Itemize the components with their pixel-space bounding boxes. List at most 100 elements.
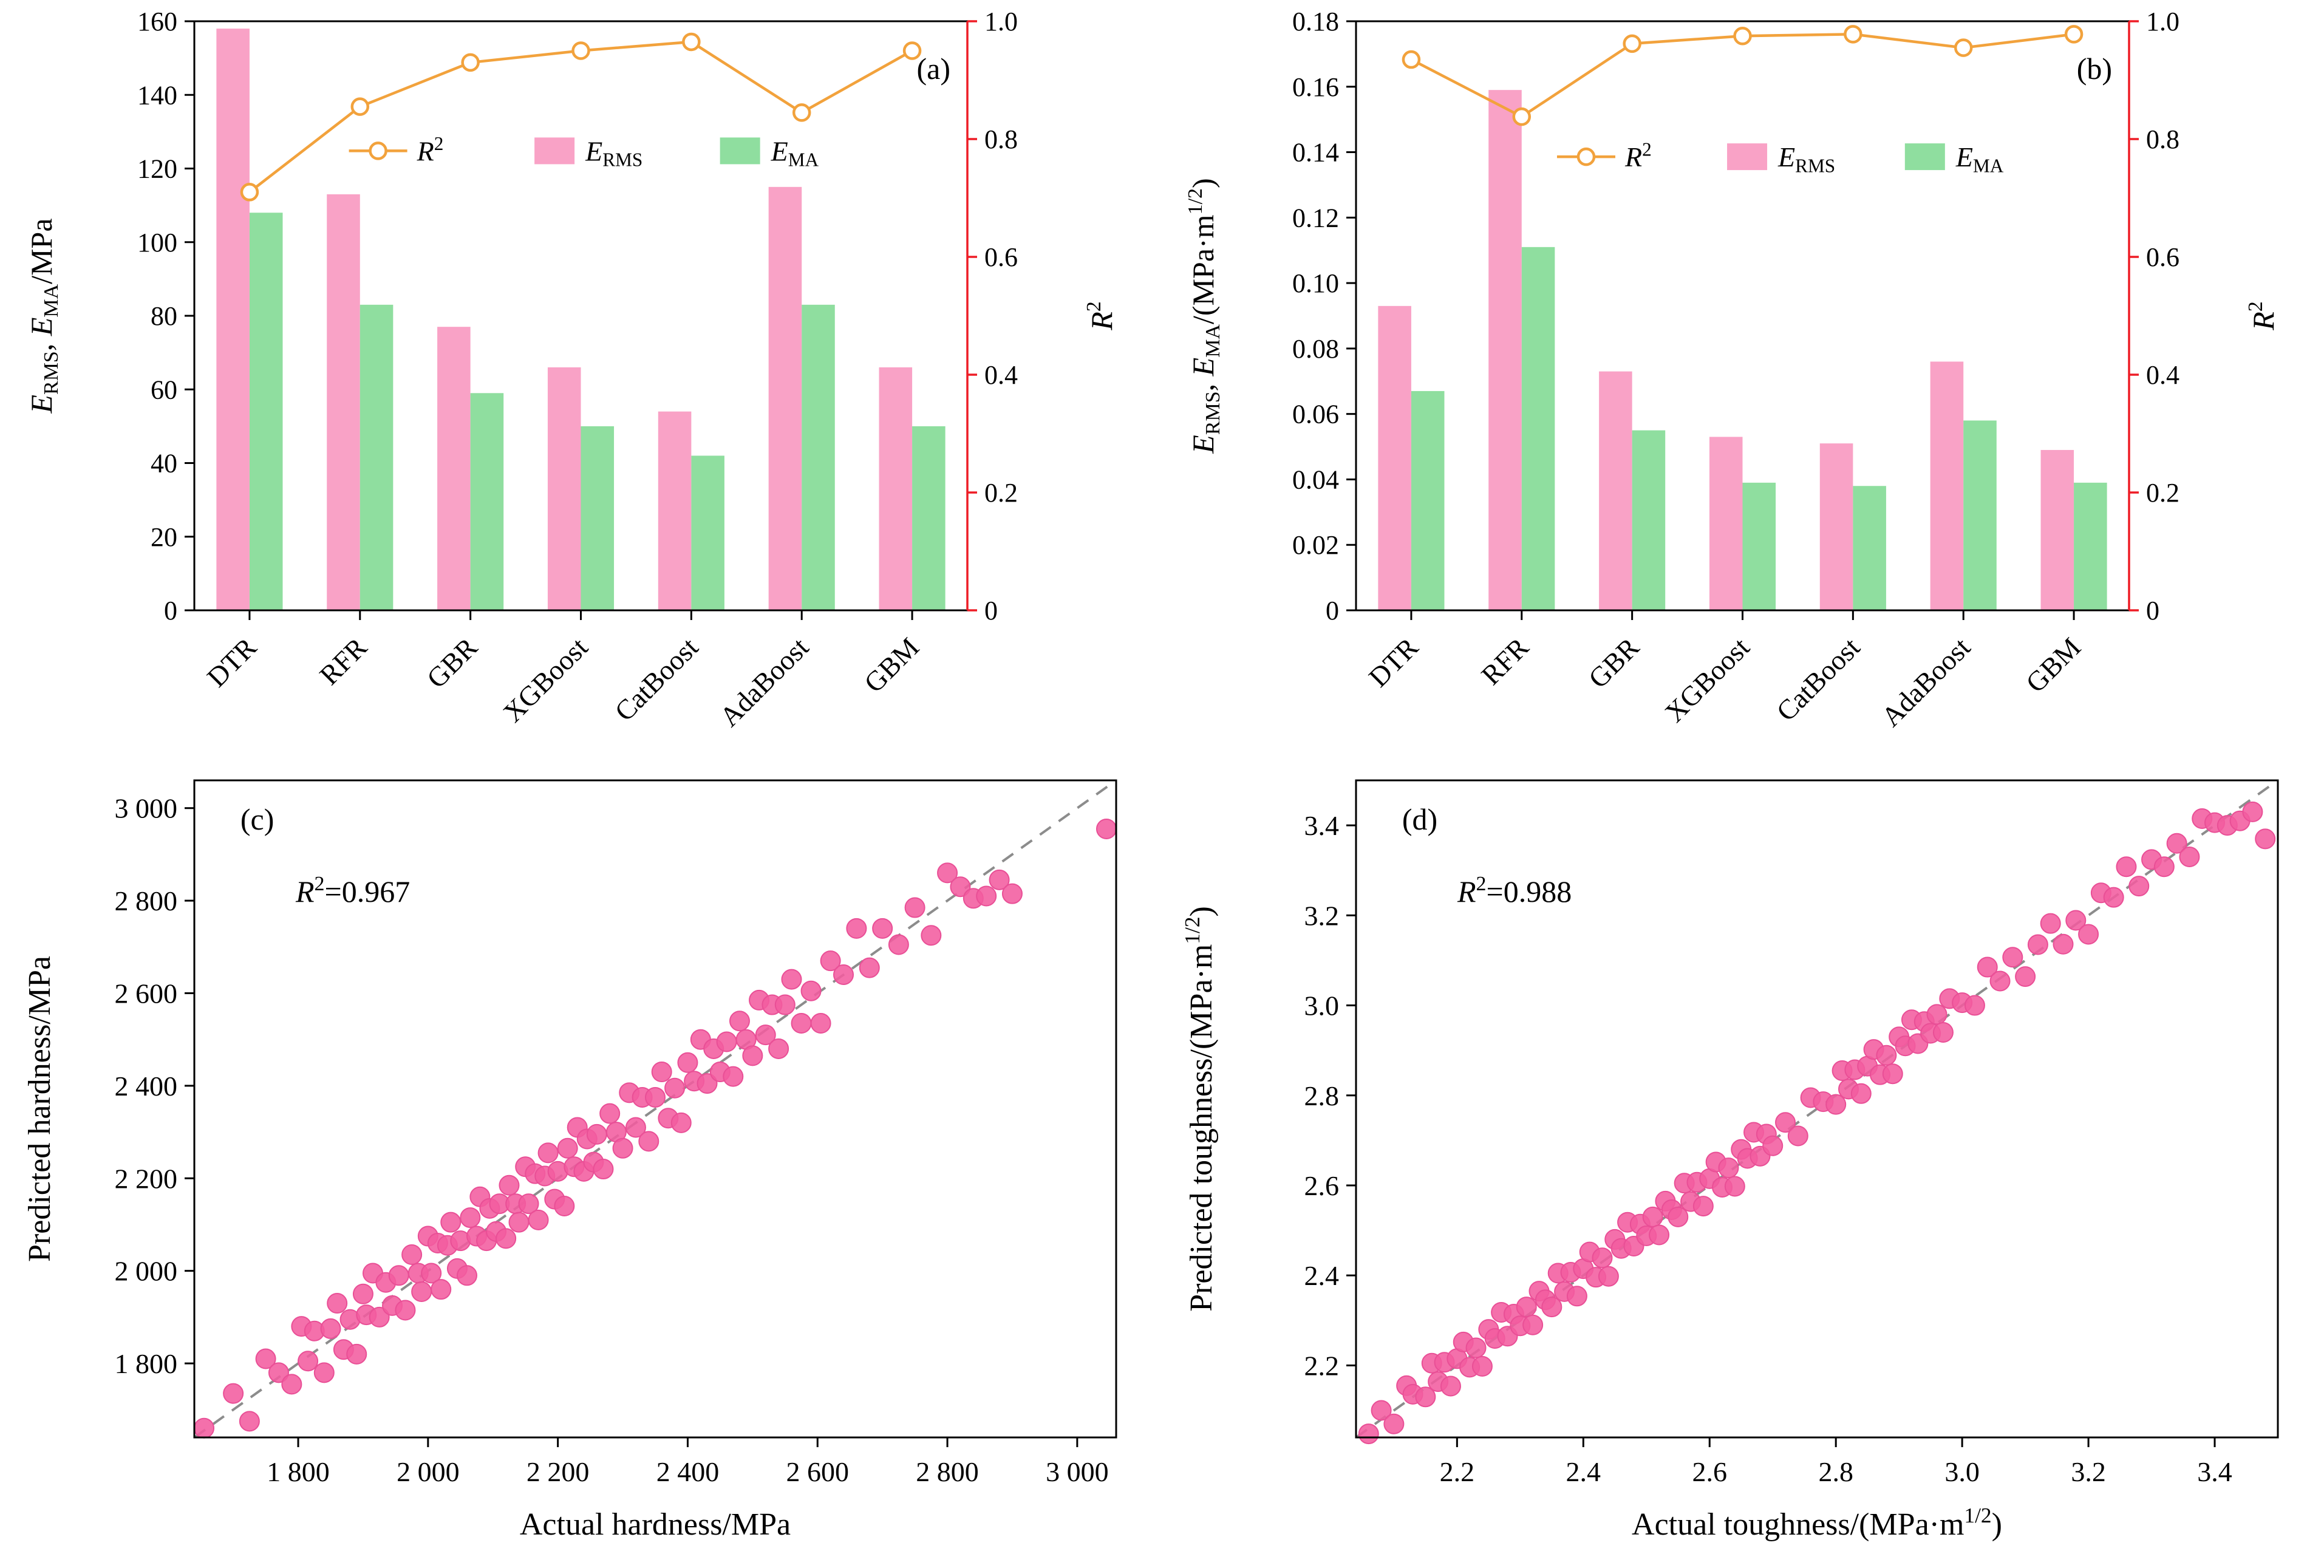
r2-annotation: R2=0.967 xyxy=(295,873,410,908)
y2-tick-label: 0.2 xyxy=(2146,478,2179,508)
legend: R2 ERMS EMA xyxy=(349,133,819,171)
panel-a-error-bar-chart: 0 20 40 60 80 100 120 140 160 0 0.2 0.4 0.6 0.8 1.0 DTR… xyxy=(0,0,1162,753)
y-tick-label: 0.12 xyxy=(1292,203,1339,233)
legend-swatch-ma xyxy=(1904,143,1945,171)
legend-r2-marker xyxy=(369,141,387,160)
r2-marker xyxy=(240,183,259,202)
y2-axis-title: R2 xyxy=(2244,301,2280,331)
y2-tick-label: 1.0 xyxy=(2146,7,2179,36)
y2-tick-label: 0.8 xyxy=(2146,124,2179,154)
x-tick-label: 3.2 xyxy=(2071,1456,2106,1487)
x-axis-title: Actual hardness/MPa xyxy=(520,1507,791,1542)
y2-tick-label: 0 xyxy=(984,596,998,625)
x-tick-label: 2 000 xyxy=(397,1456,460,1487)
x-axis-title: Actual toughness/(MPa·m1/2) xyxy=(1632,1503,2002,1542)
r2-marker xyxy=(902,41,922,60)
y-tick-label: 2.6 xyxy=(1304,1170,1340,1201)
bar xyxy=(2074,482,2107,610)
panel-label: (b) xyxy=(2077,52,2112,86)
r2-marker xyxy=(571,41,590,60)
bar xyxy=(581,426,615,610)
bar xyxy=(360,304,394,610)
y-tick-label: 0.02 xyxy=(1292,530,1339,560)
y-tick-label: 2 200 xyxy=(115,1163,178,1194)
y-tick-label: 3.2 xyxy=(1304,900,1340,931)
category-label: RFR xyxy=(313,632,373,691)
y-tick-label: 100 xyxy=(137,228,177,257)
category-label: CatBoost xyxy=(608,632,704,727)
y-tick-label: 0.06 xyxy=(1292,400,1339,429)
bar xyxy=(658,411,692,610)
r2-marker xyxy=(350,97,370,116)
r2-marker xyxy=(461,53,480,72)
category-label: XGBoost xyxy=(497,632,594,728)
panel-c-hardness-scatter: 1 800 2 000 2 200 2 400 2 600 2 800 3 000 1 800… xyxy=(0,753,1162,1568)
y-tick-label: 2.4 xyxy=(1304,1260,1340,1291)
bar xyxy=(1488,90,1522,610)
scatter-chart-d: 2.2 2.4 2.6 2.8 3.0 3.2 3.4 2.2 2.4 2.6 2.8 3.0 3.2 3… xyxy=(1180,779,2279,1542)
y-axis-title: ERMS, EMA/MPa xyxy=(24,218,63,414)
y2-tick-label: 0.6 xyxy=(2146,242,2179,272)
y-tick-label: 0.18 xyxy=(1292,7,1339,36)
bar xyxy=(1411,390,1445,610)
bar-series-rms xyxy=(1378,90,2074,610)
panel-label: (d) xyxy=(1402,802,1437,836)
scatter-chart-c: 1 800 2 000 2 200 2 400 2 600 2 800 3 000 1 800… xyxy=(22,779,1117,1542)
bar-line-chart-b: 0 0.02 0.04 0.06 0.08 0.10 0.12 0.14 0.16 0.18 0 0.… xyxy=(1184,7,2280,732)
bar xyxy=(2040,449,2074,610)
bar xyxy=(1709,437,1743,610)
bar xyxy=(768,186,802,610)
bar-series-ma xyxy=(1411,247,2107,610)
bar xyxy=(1521,247,1555,610)
category-label: CatBoost xyxy=(1770,632,1866,727)
y-tick-label: 3.0 xyxy=(1304,990,1340,1021)
category-label: AdaBoost xyxy=(714,632,814,732)
legend-label-rms: ERMS xyxy=(1777,141,1835,176)
bar xyxy=(249,213,283,610)
axes: 2.2 2.4 2.6 2.8 3.0 3.2 3.4 2.2 2.4 2.6 2.8 3.0 3.2 3… xyxy=(1304,779,2279,1487)
x-tick-label: 2.8 xyxy=(1818,1456,1853,1487)
r2-marker xyxy=(1623,34,1641,53)
y-tick-label: 2.8 xyxy=(1304,1080,1340,1111)
y2-tick-label: 0.4 xyxy=(2146,360,2179,390)
y-tick-label: 0.16 xyxy=(1292,72,1339,102)
axes: 1 800 2 000 2 200 2 400 2 600 2 800 3 000 1 800… xyxy=(115,779,1117,1487)
axes: 0 0.02 0.04 0.06 0.08 0.10 0.12 0.14 0.16 0.18 0 0.… xyxy=(1292,7,2179,732)
bar xyxy=(437,327,471,610)
bar xyxy=(691,455,724,610)
bar xyxy=(1632,430,1666,610)
y2-tick-label: 0.4 xyxy=(984,360,1018,390)
r2-marker xyxy=(1733,27,1752,46)
x-tick-label: 3.4 xyxy=(2197,1456,2232,1487)
x-tick-label: 1 800 xyxy=(267,1456,330,1487)
x-tick-label: 2 200 xyxy=(526,1456,590,1487)
x-tick-label: 2 600 xyxy=(786,1456,850,1487)
r2-marker xyxy=(682,32,701,52)
y-tick-label: 2 600 xyxy=(115,978,178,1009)
y-tick-label: 0 xyxy=(164,596,177,625)
y-tick-label: 160 xyxy=(137,7,177,36)
panel-label: (a) xyxy=(917,52,951,86)
legend-r2-marker xyxy=(1576,147,1596,166)
x-tick-label: 3 000 xyxy=(1046,1456,1109,1487)
legend-swatch-ma xyxy=(720,137,760,165)
panel-b-error-bar-chart: 0 0.02 0.04 0.06 0.08 0.10 0.12 0.14 0.16 0.18 0 0.… xyxy=(1162,0,2324,753)
category-label: DTR xyxy=(201,632,262,693)
bar xyxy=(879,367,913,610)
category-label: XGBoost xyxy=(1659,632,1756,728)
legend-label-rms: ERMS xyxy=(585,135,642,170)
y-axis-title: ERMS, EMA/(MPa·m1/2) xyxy=(1184,178,1224,454)
x-tick-label: 2.2 xyxy=(1440,1456,1475,1487)
y2-tick-label: 0 xyxy=(2146,596,2159,625)
y-tick-label: 2 800 xyxy=(115,885,178,916)
y-tick-label: 40 xyxy=(151,449,177,479)
y2-tick-label: 0.2 xyxy=(984,478,1018,508)
bar-series-ma xyxy=(249,213,946,610)
y-tick-label: 2 000 xyxy=(115,1256,178,1287)
category-label: AdaBoost xyxy=(1875,632,1976,732)
bar xyxy=(1599,371,1632,610)
y-tick-label: 0.10 xyxy=(1292,268,1339,298)
legend-label-ma: EMA xyxy=(1955,141,2004,176)
legend-swatch-rms xyxy=(1727,143,1768,171)
